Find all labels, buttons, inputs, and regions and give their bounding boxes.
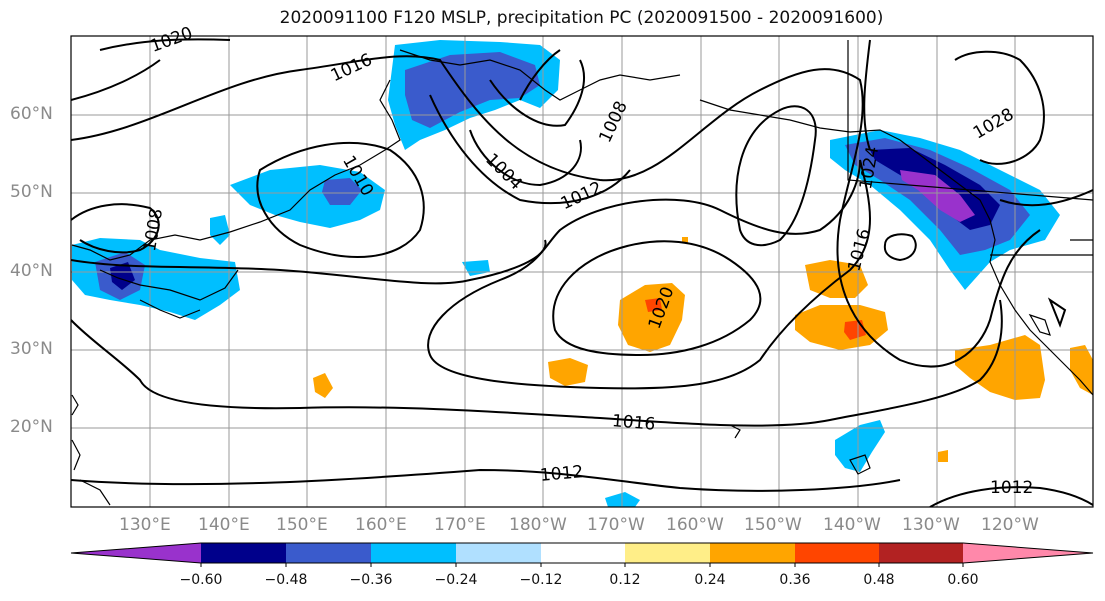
positive-precip-regions: [313, 237, 1093, 462]
colorbar-tick-label: −0.48: [264, 572, 308, 588]
lon-label: 170°E: [434, 515, 486, 535]
lat-label: 60°N: [10, 104, 53, 124]
lon-label: 150°E: [276, 515, 328, 535]
colorbar-swatch: [795, 543, 879, 563]
precip-region-hawaii: [835, 420, 885, 472]
lon-label: 130°W: [902, 515, 960, 535]
colorbar-tick-label: 0.60: [947, 572, 979, 588]
lon-label: 180°W: [509, 515, 567, 535]
colorbar-extend-left: [71, 543, 201, 563]
coastlines: [71, 40, 1093, 506]
lat-label: 50°N: [10, 182, 53, 202]
colorbar-swatch: [371, 543, 456, 563]
lon-label: 150°W: [744, 515, 802, 535]
graticule: [71, 36, 1093, 507]
lon-label: 160°E: [355, 515, 407, 535]
colorbar-tick-label: 0.36: [779, 572, 811, 588]
lat-label: 20°N: [10, 417, 53, 437]
lon-label: 140°E: [198, 515, 250, 535]
colorbar-extend-right: [963, 543, 1093, 563]
isobar-label: 1012: [990, 478, 1034, 498]
isobar-label: 1012: [539, 462, 585, 486]
lon-label: 140°W: [823, 515, 881, 535]
colorbar-swatch: [541, 543, 625, 563]
colorbar-tick-label: −0.12: [519, 572, 563, 588]
colorbar-tick-label: −0.60: [179, 572, 223, 588]
colorbar-tick-label: −0.36: [349, 572, 393, 588]
colorbar-swatch: [456, 543, 541, 563]
plot-frame: [70, 35, 1094, 508]
lat-label: 30°N: [10, 339, 53, 359]
colorbar-swatch: [879, 543, 963, 563]
lat-label: 40°N: [10, 261, 53, 281]
precip-region-baja: [955, 335, 1045, 400]
colorbar-tick-label: 0.12: [609, 572, 641, 588]
lon-label: 130°E: [119, 515, 171, 535]
colorbar-swatch: [286, 543, 371, 563]
lon-label: 160°W: [666, 515, 724, 535]
isobar-label: 1016: [611, 411, 657, 435]
isobars: [71, 38, 1093, 507]
map-title: 2020091100 F120 MSLP, precipitation PC (…: [279, 8, 884, 28]
lon-label: 170°W: [587, 515, 645, 535]
colorbar-tick-label: 0.24: [694, 572, 726, 588]
lon-label: 120°W: [981, 515, 1039, 535]
colorbar-swatch: [710, 543, 795, 563]
precip-region-east-pacific: [795, 305, 888, 350]
precip-region-central-north-pacific: [618, 283, 685, 352]
colorbar: [70, 542, 1094, 567]
colorbar-tick-label: 0.48: [863, 572, 895, 588]
colorbar-swatch: [201, 543, 286, 563]
colorbar-swatch: [625, 543, 710, 563]
colorbar-tick-label: −0.24: [434, 572, 478, 588]
